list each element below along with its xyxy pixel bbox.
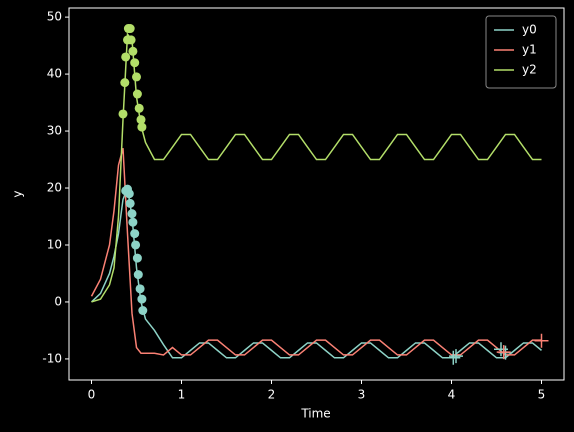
- marker: [121, 52, 131, 62]
- marker: [131, 240, 141, 250]
- x-tick-label: 3: [358, 388, 366, 402]
- marker: [446, 350, 461, 365]
- axes-frame: [68, 7, 565, 381]
- x-tick-label: 0: [88, 388, 96, 402]
- marker: [120, 78, 130, 88]
- x-tick-label: 4: [448, 388, 456, 402]
- marker: [128, 46, 138, 56]
- marker: [128, 217, 138, 227]
- legend-box: [485, 15, 557, 89]
- y-tick-label: -10: [42, 351, 62, 365]
- legend-label: y0: [522, 23, 537, 37]
- marker: [136, 115, 146, 125]
- x-axis-label: Time: [300, 407, 330, 421]
- marker: [130, 229, 140, 239]
- legend-label: y1: [522, 43, 537, 57]
- x-tick-label: 5: [538, 388, 546, 402]
- marker: [132, 253, 142, 263]
- marker: [138, 305, 148, 315]
- marker: [137, 294, 147, 304]
- marker: [134, 103, 144, 113]
- marker: [135, 284, 145, 294]
- marker: [124, 189, 134, 199]
- y-tick-label: 20: [47, 181, 62, 195]
- y-tick-label: 0: [54, 294, 62, 308]
- marker: [132, 72, 141, 82]
- marker: [133, 270, 143, 280]
- marker: [118, 109, 128, 119]
- marker: [126, 35, 136, 45]
- marker: [496, 345, 511, 360]
- marker: [534, 333, 549, 348]
- legend-label: y2: [522, 63, 537, 77]
- marker: [127, 209, 137, 219]
- y-tick-label: 40: [47, 67, 62, 81]
- marker: [132, 89, 142, 99]
- y-tick-label: 30: [47, 124, 62, 138]
- x-tick-label: 1: [178, 388, 186, 402]
- marker: [125, 24, 135, 34]
- y-axis-label: y: [11, 190, 25, 197]
- marker: [137, 122, 147, 132]
- x-tick-label: 2: [268, 388, 276, 402]
- line: [90, 147, 542, 356]
- marker: [449, 349, 463, 364]
- y-tick-label: 50: [47, 10, 62, 24]
- marker: [130, 58, 140, 68]
- y-tick-label: 10: [47, 237, 62, 251]
- marker: [125, 198, 135, 208]
